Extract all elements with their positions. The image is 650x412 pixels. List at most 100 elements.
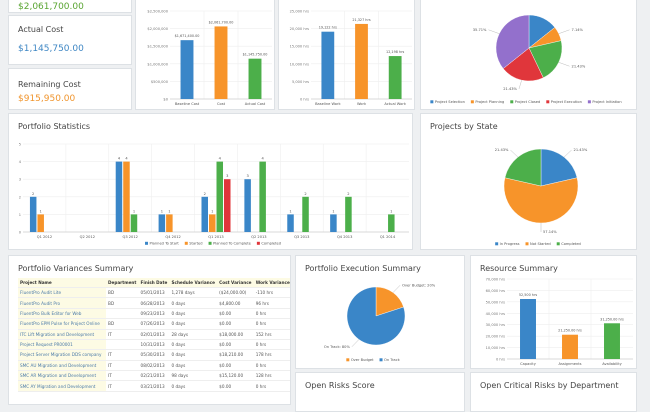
pie-slice <box>346 286 406 346</box>
column-header[interactable]: Finish Date <box>138 278 170 288</box>
y-tick-label: 0 hrs <box>496 358 505 362</box>
table-cell: 178 hrs <box>253 349 290 361</box>
table-cell: IT <box>106 329 139 340</box>
cost-chart: $0 $500,000 $1,000,000 $1,500,000 $2,000,000… <box>147 10 272 106</box>
y-tick-label: 70,000 hrs <box>486 278 505 282</box>
data-label: 52,500 hrs <box>519 293 537 297</box>
kpi-value: $1,145,750.00 <box>18 44 84 54</box>
bar <box>224 179 231 232</box>
y-tick-label: 30,000 hrs <box>486 323 505 327</box>
table-cell: 06/28/2013 <box>138 297 170 309</box>
table-cell: $4,800.00 <box>217 297 254 309</box>
table-cell: 0 days <box>169 297 218 309</box>
bar <box>158 214 166 232</box>
project-name-link[interactable]: FluentPro EPM Pulse for Project Online <box>18 318 106 330</box>
table-cell: 02/01/2013 <box>138 329 170 340</box>
variances-table: Project Name Department Finish Date Schedul… <box>18 278 290 392</box>
data-label: 1 <box>168 209 170 213</box>
bar <box>604 323 620 359</box>
table-cell: 0 hrs <box>253 308 290 320</box>
data-label: 21.43% <box>572 64 586 68</box>
kpi-total-cost: $2,061,700.00 <box>8 0 132 13</box>
table-cell: 0 hrs <box>253 318 290 330</box>
project-name-link[interactable]: SMC AY Migration and Development <box>18 380 106 392</box>
projects-by-state-chart: 21.43% 57.14% 21.43% In Progress Not Started… <box>495 148 588 246</box>
legend-label: In Progress <box>500 242 520 246</box>
x-tick-label: Q3 2012 <box>123 235 138 239</box>
y-tick-label: 4 <box>19 160 22 164</box>
data-label: 7.14% <box>572 28 584 32</box>
table-cell: ($24,000.00) <box>217 287 254 299</box>
table-cell: 152 hrs <box>253 329 290 340</box>
table-cell: 0 days <box>169 339 218 351</box>
column-header[interactable]: Project Name <box>18 278 106 288</box>
data-label: 57.14% <box>543 230 557 234</box>
legend-swatch <box>556 242 560 246</box>
table-cell: BD <box>106 318 139 330</box>
project-name-link[interactable]: SMC AU Migration and Development <box>18 360 106 372</box>
project-name-link[interactable]: Project Server Migration DDS company <box>18 349 106 361</box>
table-cell: BD <box>106 287 139 299</box>
y-tick-label: $2,500,000 <box>147 10 168 14</box>
column-header[interactable]: Department <box>106 278 139 288</box>
bar <box>345 196 352 232</box>
x-tick-label: Baseline Cost <box>175 102 200 106</box>
bar <box>259 161 266 232</box>
critical-risks-panel: Open Critical Risks by Department <box>470 372 637 412</box>
table-cell: 0 days <box>169 308 218 320</box>
table-cell: $0.00 <box>217 380 254 392</box>
cost-chart-panel: $0 $500,000 $1,000,000 $1,500,000 $2,000,000… <box>135 0 275 110</box>
data-label: 4 <box>219 157 222 161</box>
bar <box>166 214 173 232</box>
leader-line <box>558 62 570 67</box>
legend-label: Started <box>189 242 202 246</box>
bar <box>520 299 536 359</box>
bar <box>115 161 123 232</box>
project-name-link[interactable]: SMC AR Migration and Development <box>18 370 106 382</box>
resource-summary-panel: 0 hrs 10,000 hrs 20,000 hrs 30,000 hrs 40,00… <box>470 255 637 369</box>
column-header[interactable]: Schedule Variance <box>169 278 218 288</box>
table-cell: -110 hrs <box>253 287 290 299</box>
data-label: $1,145,750.00 <box>243 53 268 57</box>
x-tick-label: Cost <box>217 102 226 106</box>
x-tick-label: Q1 2013 <box>208 235 223 239</box>
table-cell: 0 days <box>169 349 218 361</box>
bar <box>388 56 402 99</box>
data-label: 12,198 hrs <box>386 50 404 54</box>
column-header[interactable]: Cost Variance <box>217 278 254 288</box>
panel-title: Open Risks Score <box>305 381 375 390</box>
legend-swatch <box>346 358 350 362</box>
project-name-link[interactable]: ITC Lift Migration and Development <box>18 329 106 340</box>
bar <box>214 26 228 99</box>
legend-swatch <box>546 100 550 104</box>
project-name-link[interactable]: FluentPro Audit Lite <box>18 287 106 299</box>
project-name-link[interactable]: FluentPro Bulk Editor for Web <box>18 308 106 320</box>
y-tick-label: 10,000 hrs <box>486 346 505 350</box>
bar <box>208 214 216 232</box>
panel-title: Portfolio Execution Summary <box>305 264 421 273</box>
table-cell: 07/26/2013 <box>138 318 170 330</box>
y-tick-label: 50,000 hrs <box>486 300 505 304</box>
y-tick-label: $0 <box>163 98 168 102</box>
bar <box>287 214 294 232</box>
legend-label: Planned To Complete <box>213 242 252 246</box>
table-cell: 10/31/2013 <box>138 339 170 351</box>
data-label: 2 <box>32 192 34 196</box>
project-name-link[interactable]: FluentPro Audit Pro <box>18 297 106 309</box>
x-tick-label: Work <box>357 102 367 106</box>
column-header[interactable]: Work Variance <box>253 278 290 288</box>
y-tick-label: 2 <box>19 195 21 199</box>
x-tick-label: Actual Cost <box>245 102 266 106</box>
data-label: 1 <box>332 209 334 213</box>
variances-panel: Portfolio Variances Summary Project Name… <box>8 255 291 405</box>
table-cell: $18,000.00 <box>217 329 254 340</box>
legend-label: Planned To Start <box>150 242 180 246</box>
project-name-link[interactable]: Project Request PR00001 <box>18 339 106 351</box>
table-cell: 0 days <box>169 380 218 392</box>
data-label: 4 <box>118 157 121 161</box>
phase-pie-chart: 7.14% 21.43% 21.43% 35.71% Project Selection… <box>430 14 622 104</box>
bar <box>29 196 37 232</box>
data-label: 3 <box>246 174 248 178</box>
legend-swatch <box>208 241 212 245</box>
panel-title: Portfolio Variances Summary <box>18 264 134 273</box>
